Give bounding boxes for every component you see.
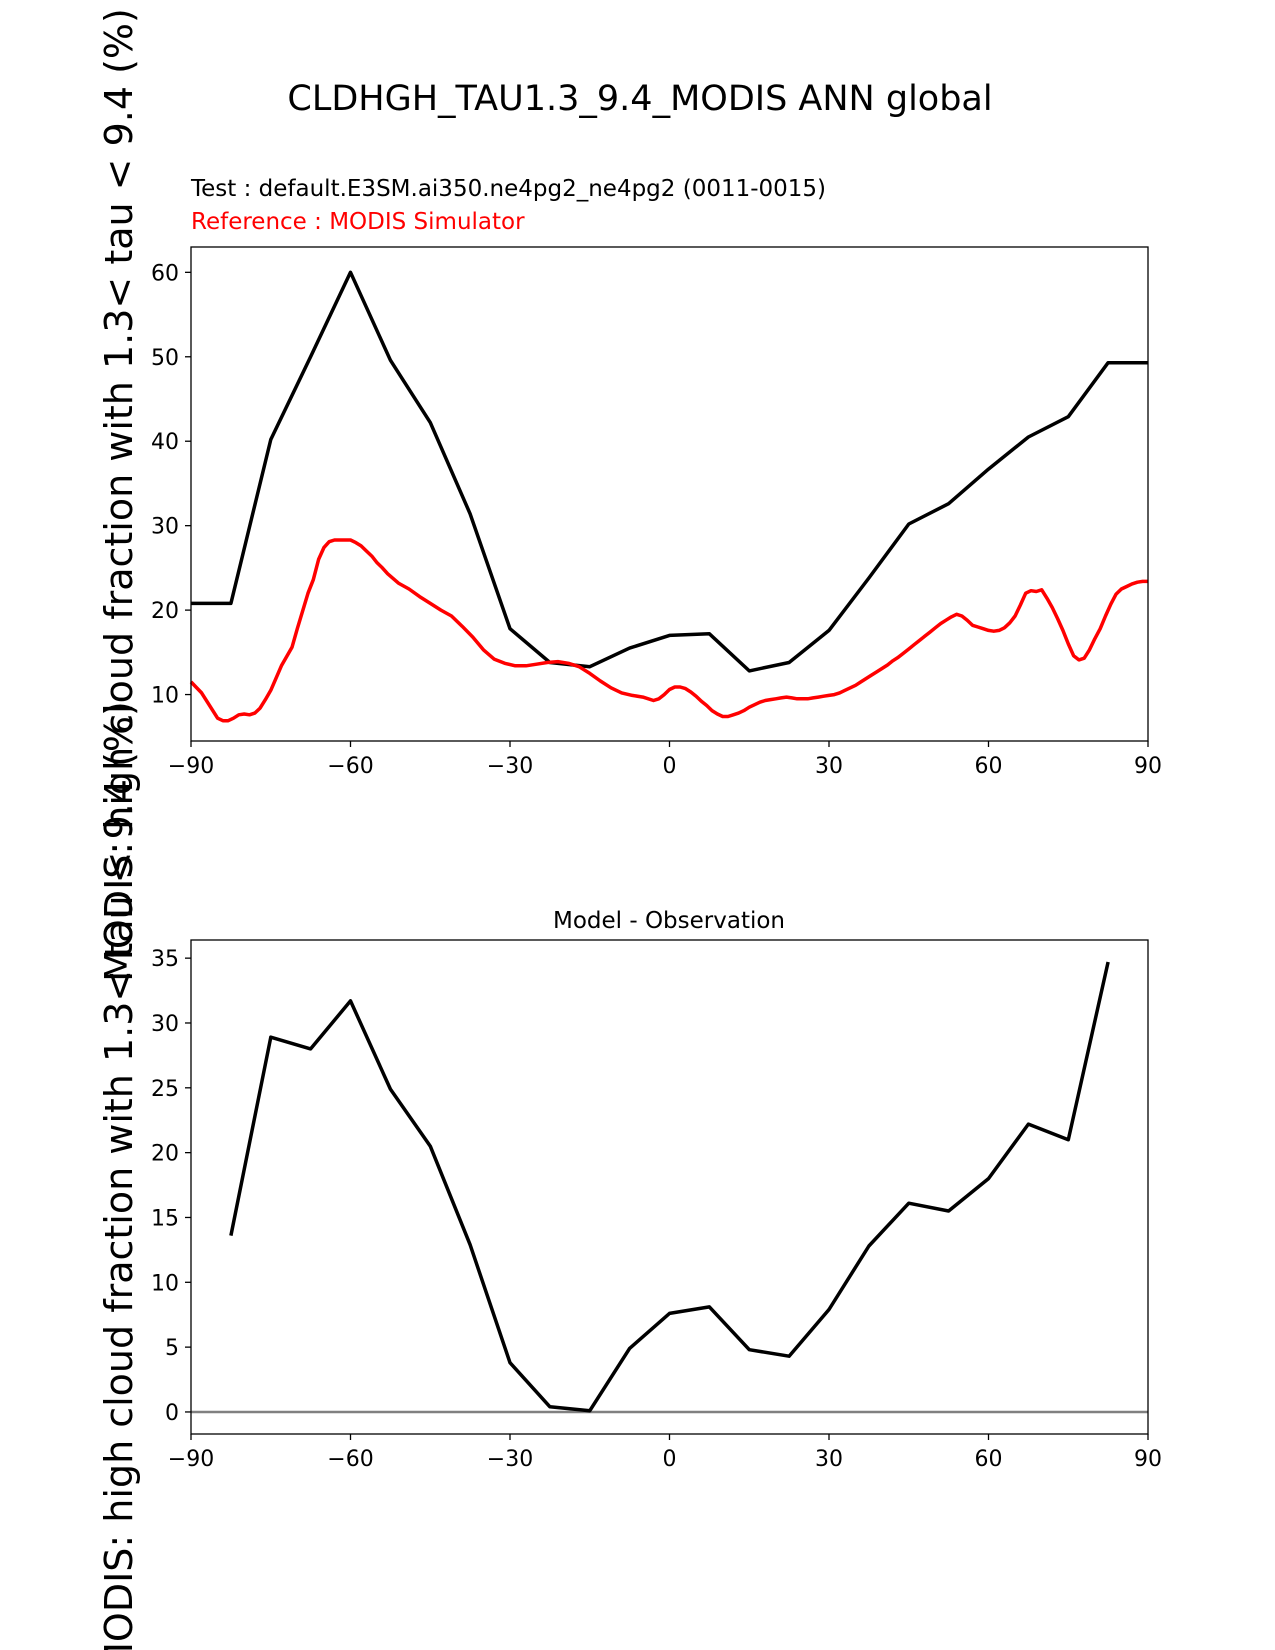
- top-chart-x-tick-label: 90: [1134, 754, 1162, 779]
- top-chart-reference-line: [189, 538, 1148, 723]
- bottom-chart-y-tick-label: 35: [151, 947, 179, 972]
- bottom-chart-x-tick-label: 90: [1134, 1447, 1162, 1472]
- top-chart-panel: −90 −60 −30 0 30 60 90 10 20 30 40 50 60: [151, 246, 1162, 779]
- top-chart-x-tick-label: 60: [975, 754, 1003, 779]
- bottom-chart-x-tick-label: −60: [327, 1447, 373, 1472]
- bottom-chart-x-tick-label: −90: [168, 1447, 214, 1472]
- top-chart-y-axis-label: MODIS: high cloud fraction with 1.3< tau…: [97, 8, 141, 982]
- top-chart-reference-label: Reference : MODIS Simulator: [191, 209, 525, 235]
- bottom-chart-y-tick-label: 5: [165, 1336, 179, 1361]
- bottom-chart-x-tick-label: −30: [487, 1447, 533, 1472]
- top-chart-y-tick-label: 50: [151, 346, 179, 371]
- top-chart-x-tick-label: −60: [327, 754, 373, 779]
- top-chart-x-tick-label: −30: [487, 754, 533, 779]
- bottom-chart-y-axis-label: MODIS: high cloud fraction with 1.3< tau…: [97, 701, 141, 1650]
- top-chart-y-tick-label: 30: [151, 515, 179, 540]
- bottom-chart-y-tick-label: 0: [165, 1401, 179, 1426]
- figure-title: CLDHGH_TAU1.3_9.4_MODIS ANN global: [287, 79, 992, 119]
- top-chart-y-tick-label: 20: [151, 599, 179, 624]
- bottom-chart-panel: −90 −60 −30 0 30 60 90 0 5 10 15 20 25 30 35: [151, 939, 1162, 1472]
- top-chart-test-line: [191, 270, 1148, 673]
- bottom-chart-x-tick-label: 0: [663, 1447, 677, 1472]
- top-chart-y-tick-label: 40: [151, 430, 179, 455]
- bottom-chart-difference-line: [229, 961, 1110, 1413]
- top-chart-y-tick-label: 10: [151, 684, 179, 709]
- top-chart-x-tick-label: 0: [663, 754, 677, 779]
- bottom-chart-y-tick-label: 20: [151, 1142, 179, 1167]
- top-chart-test-label: Test : default.E3SM.ai350.ne4pg2_ne4pg2 …: [190, 176, 826, 202]
- bottom-chart-y-tick-label: 25: [151, 1077, 179, 1102]
- bottom-chart-y-tick-label: 30: [151, 1012, 179, 1037]
- bottom-chart-y-tick-label: 15: [151, 1206, 179, 1231]
- top-chart-x-tick-label: 30: [815, 754, 843, 779]
- top-chart-x-tick-label: −90: [168, 754, 214, 779]
- bottom-chart-y-tick-label: 10: [151, 1271, 179, 1296]
- bottom-chart-title: Model - Observation: [553, 908, 785, 934]
- top-chart-y-tick-label: 60: [151, 261, 179, 286]
- bottom-chart-x-tick-label: 60: [975, 1447, 1003, 1472]
- bottom-chart-x-tick-label: 30: [815, 1447, 843, 1472]
